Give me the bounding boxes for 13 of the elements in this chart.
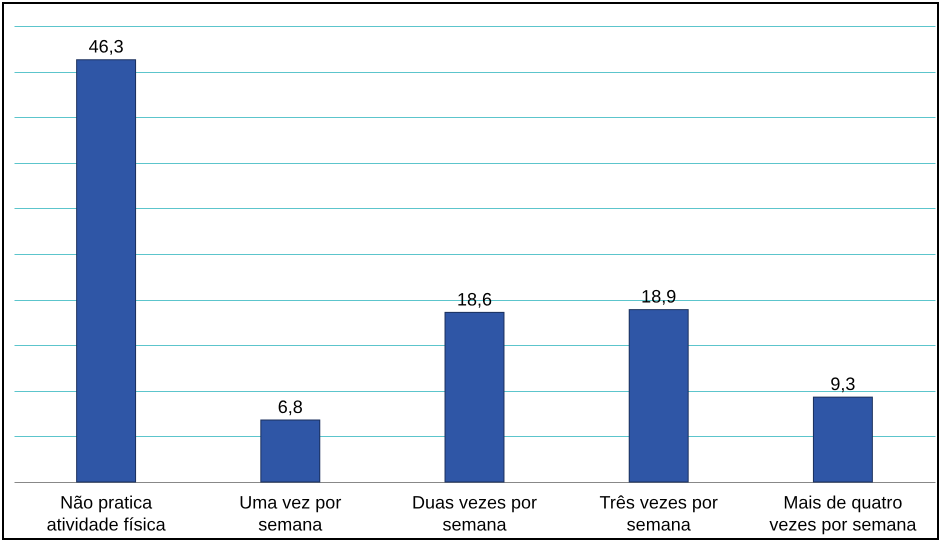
data-label: 46,3 (88, 36, 124, 57)
x-tick-label: Não pratica atividade física (46, 492, 167, 534)
bar (628, 309, 689, 482)
x-tick-label: Mais de quatro vezes por semana (769, 492, 918, 534)
data-label: 6,8 (278, 396, 303, 417)
data-label: 9,3 (830, 374, 856, 394)
x-tick-label: Duas vezes por semana (412, 492, 538, 534)
bar (444, 312, 504, 482)
bar (260, 419, 320, 482)
x-tick-label: Três vezes por semana (600, 492, 718, 534)
x-tick-label: Uma vez por semana (239, 492, 342, 534)
bar (76, 59, 136, 482)
bar (812, 396, 873, 482)
